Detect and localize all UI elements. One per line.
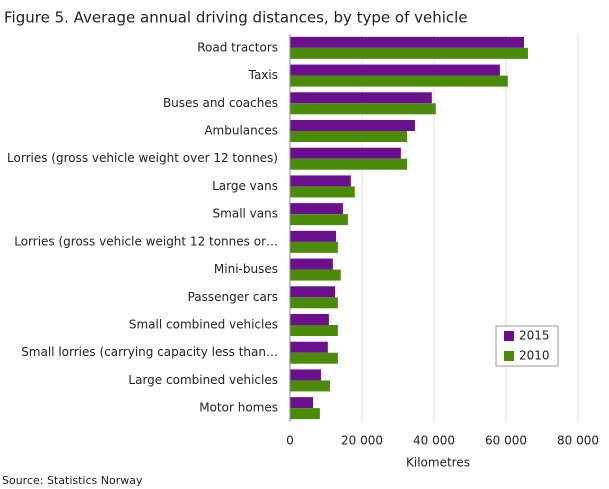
bar (290, 352, 338, 364)
chart-title: Figure 5. Average annual driving distanc… (4, 9, 468, 27)
y-tick-label: Lorries (gross vehicle weight 12 tonnes … (14, 234, 278, 248)
legend-label: 2015 (519, 329, 550, 343)
bar (290, 269, 341, 281)
y-tick-label: Large vans (212, 179, 278, 193)
bar (290, 397, 314, 409)
y-tick-label: Mini-buses (214, 262, 278, 276)
bar (290, 380, 330, 392)
bar (290, 314, 329, 325)
bar (290, 286, 335, 298)
bar (290, 131, 407, 142)
bar (290, 325, 338, 336)
bar (290, 147, 401, 159)
source: Source: Statistics Norway (2, 474, 143, 487)
bar (290, 64, 500, 76)
bar (290, 158, 407, 170)
y-tick-label: Small vans (213, 207, 278, 221)
x-tick-label: 0 (286, 434, 294, 448)
bar (290, 341, 328, 353)
y-tick-label: Road tractors (197, 40, 278, 54)
legend-swatch (504, 351, 514, 361)
legend-label: 2010 (519, 349, 550, 363)
bar (290, 186, 355, 198)
bar (290, 214, 348, 226)
bar (290, 103, 436, 115)
y-tick-label: Large combined vehicles (128, 373, 278, 387)
y-tick-label: Motor homes (199, 401, 278, 415)
y-tick-label: Lorries (gross vehicle weight over 12 to… (7, 151, 278, 165)
x-tick-label: 20 000 (341, 434, 383, 448)
y-tick-label: Small lorries (carrying capacity less th… (21, 345, 278, 359)
bar (290, 92, 432, 104)
bar (290, 241, 338, 253)
legend-swatch (504, 331, 514, 341)
y-tick-label: Small combined vehicles (129, 318, 278, 332)
bar (290, 258, 333, 270)
bar (290, 36, 524, 48)
y-tick-label: Buses and coaches (163, 96, 278, 110)
bar (290, 369, 321, 381)
x-axis-label: Kilometres (406, 456, 470, 470)
y-tick-label: Taxis (248, 68, 278, 82)
bar (290, 297, 338, 309)
x-tick-label: 40 000 (413, 434, 455, 448)
bar (290, 75, 508, 87)
bar (290, 175, 351, 187)
y-tick-label: Ambulances (204, 124, 278, 138)
bar (290, 120, 415, 131)
x-tick-label: 60 000 (485, 434, 527, 448)
bar (290, 230, 337, 242)
bar (290, 203, 343, 215)
x-tick-label: 80 000 (557, 434, 599, 448)
y-tick-label: Passenger cars (188, 290, 278, 304)
bar (290, 47, 528, 59)
bar (290, 408, 320, 420)
